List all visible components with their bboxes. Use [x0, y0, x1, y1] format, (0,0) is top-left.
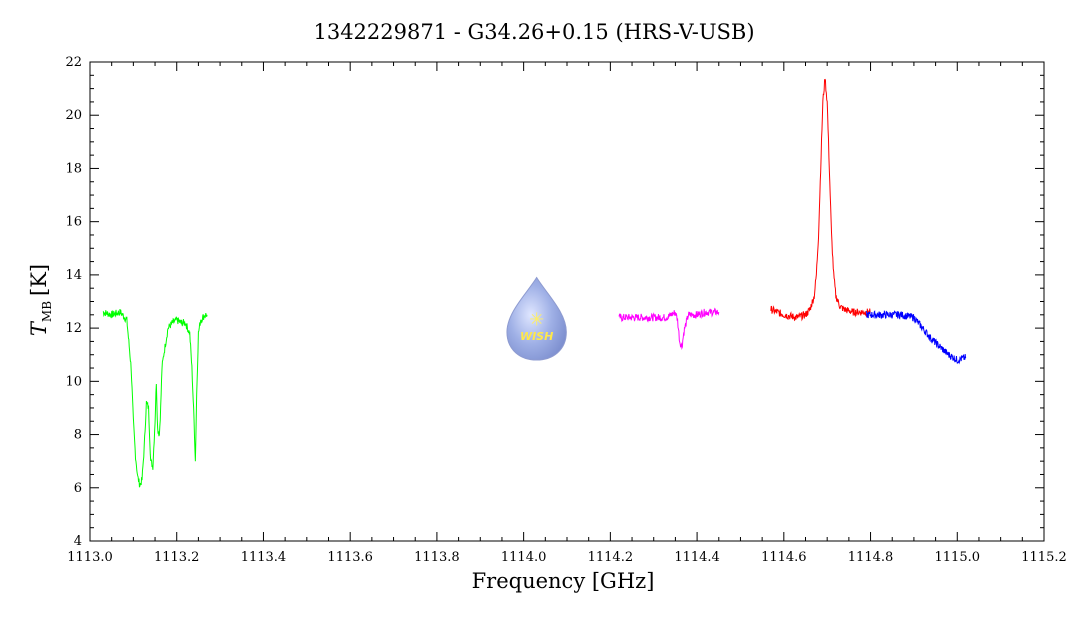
x-tick-label: 1115.0	[935, 550, 981, 565]
x-tick-label: 1114.8	[848, 550, 894, 565]
x-tick-label: 1115.2	[1021, 550, 1067, 565]
series-line-4	[865, 310, 967, 365]
x-axis-label: Frequency [GHz]	[472, 569, 655, 593]
y-tick-label: 20	[65, 108, 82, 123]
water-drop-icon	[506, 276, 567, 361]
x-tick-label: 1114.0	[501, 550, 547, 565]
x-tick-label: 1114.6	[761, 550, 807, 565]
y-axis-label-sub: MB	[40, 301, 54, 322]
star-icon: ✳	[529, 309, 544, 330]
chart-title: 1342229871 - G34.26+0.15 (HRS-V-USB)	[313, 20, 754, 44]
y-tick-label: 14	[65, 268, 82, 283]
x-tick-label: 1114.4	[674, 550, 720, 565]
y-tick-label: 16	[65, 215, 82, 230]
y-tick-label: 4	[74, 534, 82, 549]
wish-logo: ✳ WISH	[506, 276, 567, 361]
series-layer	[102, 78, 967, 488]
x-tick-label: 1113.6	[327, 550, 373, 565]
plot-frame	[89, 61, 1045, 542]
series-line-1	[102, 309, 208, 488]
x-tick-label: 1113.0	[67, 550, 113, 565]
y-tick-label: 10	[65, 374, 82, 389]
y-axis-label-unit: [K]	[27, 264, 51, 296]
y-tick-label: 18	[65, 161, 82, 176]
x-tick-label: 1114.2	[588, 550, 634, 565]
y-tick-label: 8	[74, 428, 82, 443]
x-tick-label: 1113.8	[414, 550, 460, 565]
y-tick-label: 22	[65, 55, 82, 70]
y-axis-label: TMB [K]	[27, 264, 54, 336]
series-line-3	[770, 78, 871, 322]
x-tick-label: 1113.2	[154, 550, 200, 565]
y-tick-label: 6	[74, 481, 82, 496]
axes-layer: 1113.0 1113.2 1113.4 1113.6 1113.8 1114.0 1114…	[65, 55, 1066, 565]
x-tick-label: 1113.4	[241, 550, 287, 565]
series-line-2	[618, 307, 720, 351]
y-tick-label: 12	[65, 321, 82, 336]
y-axis-label-main: T	[27, 320, 51, 336]
logo-text: WISH	[520, 330, 553, 343]
